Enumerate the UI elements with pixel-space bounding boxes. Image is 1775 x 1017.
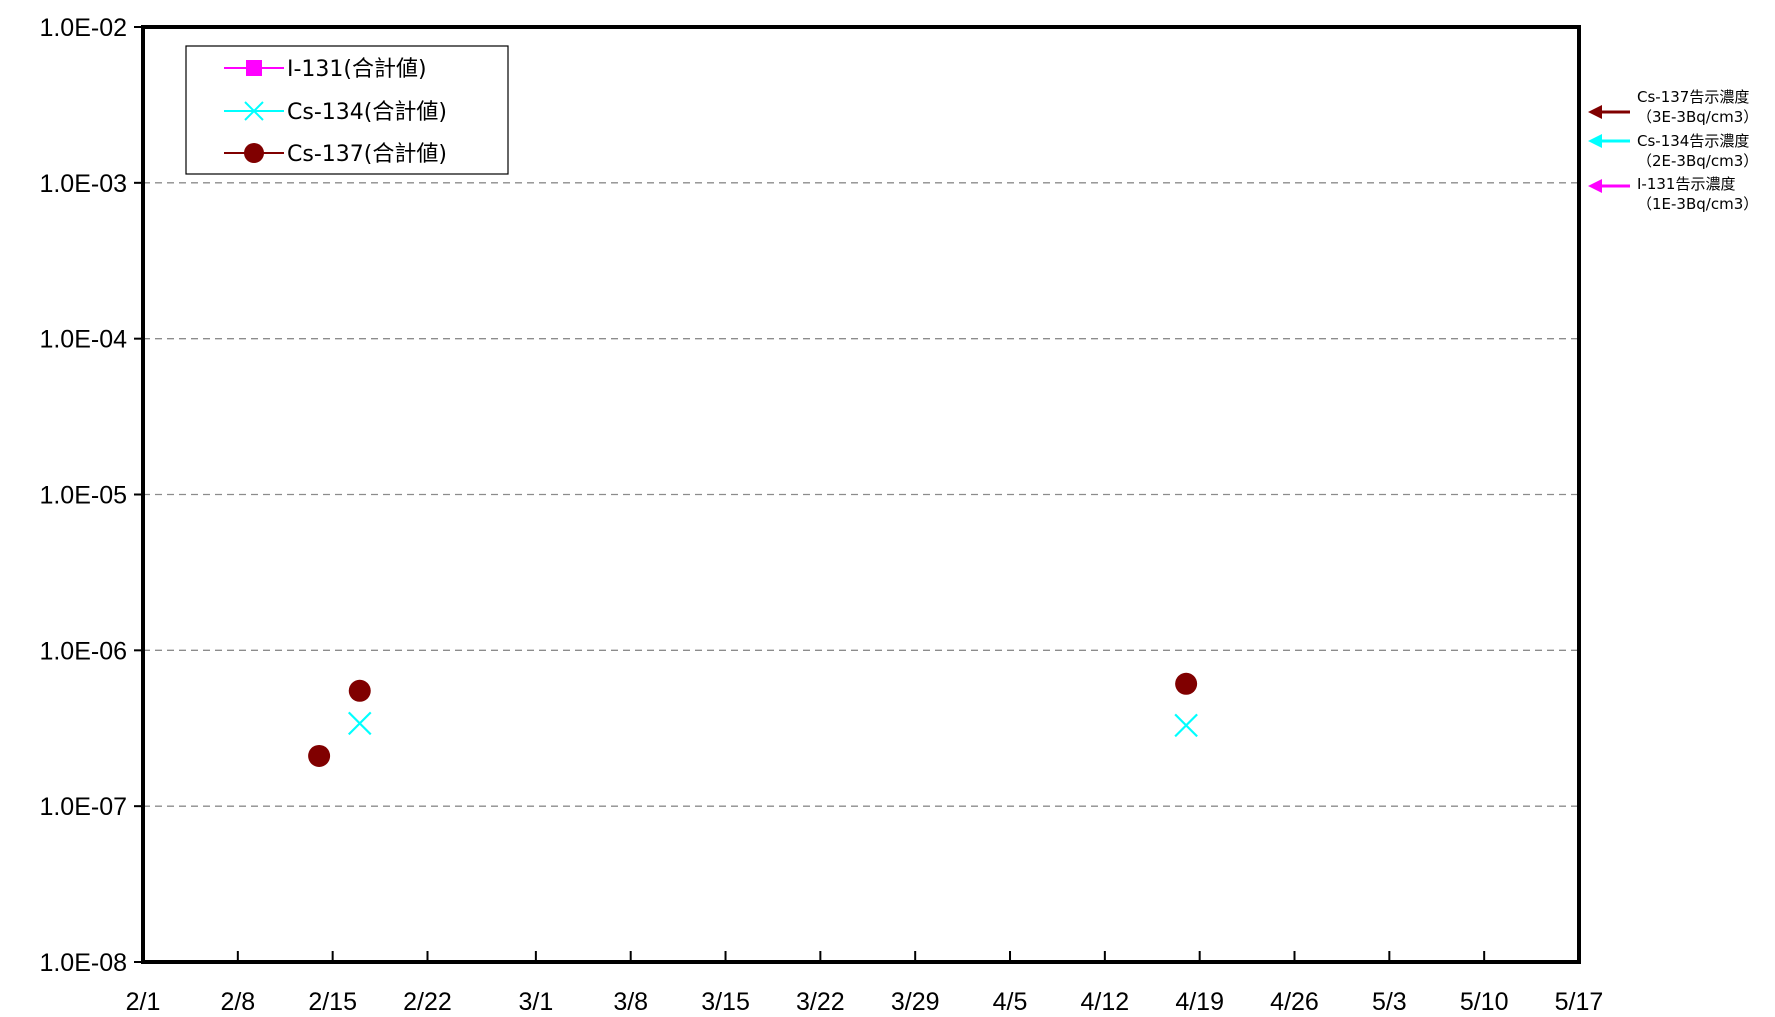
data-point-circle xyxy=(1175,672,1198,695)
x-tick-label: 5/10 xyxy=(1460,988,1509,1016)
data-point-x xyxy=(347,711,372,736)
legend-square-marker xyxy=(246,60,262,76)
ref-cs134: Cs-134告示濃度 （2E-3Bq/cm3） xyxy=(1588,132,1758,170)
y-tick-label: 1.0E-03 xyxy=(39,170,127,198)
arrow-left-icon xyxy=(1588,179,1602,193)
x-tick-label: 5/17 xyxy=(1555,988,1604,1016)
data-point-circle xyxy=(348,679,371,702)
x-tick-label: 2/1 xyxy=(126,988,161,1016)
y-tick-label: 1.0E-05 xyxy=(39,482,127,510)
legend-label: Cs-137(合計値) xyxy=(287,142,447,167)
data-point-circle xyxy=(308,744,331,767)
x-tick-label: 4/26 xyxy=(1270,988,1319,1016)
data-points xyxy=(308,672,1198,767)
x-tick-label: 4/5 xyxy=(993,988,1028,1016)
arrow-left-icon xyxy=(1588,134,1602,148)
legend-item-i131: I-131(合計値) xyxy=(224,57,427,82)
arrow-left-icon xyxy=(1588,105,1602,119)
x-tick-label: 3/15 xyxy=(701,988,750,1016)
legend: I-131(合計値) Cs-134(合計値) Cs-137(合計値) xyxy=(185,45,509,175)
legend-item-cs137: Cs-137(合計値) xyxy=(224,142,447,167)
ref-label: Cs-134告示濃度 xyxy=(1637,132,1749,150)
x-axis: 2/1 2/8 2/15 2/22 3/1 3/8 3/15 3/22 3/29 4/5 4/12 4… xyxy=(126,951,1604,1016)
ref-sublabel: （3E-3Bq/cm3） xyxy=(1637,108,1758,126)
x-tick-label: 3/22 xyxy=(796,988,845,1016)
y-tick-label: 1.0E-04 xyxy=(39,326,127,354)
ref-label: Cs-137告示濃度 xyxy=(1637,88,1749,106)
x-tick-label: 5/3 xyxy=(1372,988,1407,1016)
x-tick-label: 2/15 xyxy=(308,988,357,1016)
y-tick-label: 1.0E-06 xyxy=(39,637,127,665)
x-tick-label: 4/19 xyxy=(1175,988,1224,1016)
legend-item-cs134: Cs-134(合計値) xyxy=(224,100,447,125)
y-tick-label: 1.0E-08 xyxy=(39,949,127,977)
reference-annotations: Cs-137告示濃度 （3E-3Bq/cm3） Cs-134告示濃度 （2E-3… xyxy=(1588,88,1758,213)
x-tick-label: 3/1 xyxy=(518,988,553,1016)
ref-cs137: Cs-137告示濃度 （3E-3Bq/cm3） xyxy=(1588,88,1758,126)
ref-i131: I-131告示濃度 （1E-3Bq/cm3） xyxy=(1588,175,1758,213)
y-axis: 1.0E-02 1.0E-03 1.0E-04 1.0E-05 1.0E-06 1.0E-… xyxy=(39,14,143,977)
y-tick-label: 1.0E-07 xyxy=(39,793,127,821)
x-tick-label: 2/22 xyxy=(403,988,452,1016)
legend-label: Cs-134(合計値) xyxy=(287,100,447,125)
ref-sublabel: （2E-3Bq/cm3） xyxy=(1637,152,1758,170)
x-tick-label: 4/12 xyxy=(1081,988,1130,1016)
legend-label: I-131(合計値) xyxy=(287,57,427,82)
x-tick-label: 2/8 xyxy=(220,988,255,1016)
x-tick-label: 3/29 xyxy=(891,988,940,1016)
y-tick-label: 1.0E-02 xyxy=(39,14,127,42)
data-point-x xyxy=(1174,713,1198,738)
ref-label: I-131告示濃度 xyxy=(1637,175,1735,193)
legend-x-marker xyxy=(244,101,264,121)
x-tick-label: 3/8 xyxy=(613,988,648,1016)
legend-circle-marker xyxy=(244,143,264,163)
ref-sublabel: （1E-3Bq/cm3） xyxy=(1637,195,1758,213)
